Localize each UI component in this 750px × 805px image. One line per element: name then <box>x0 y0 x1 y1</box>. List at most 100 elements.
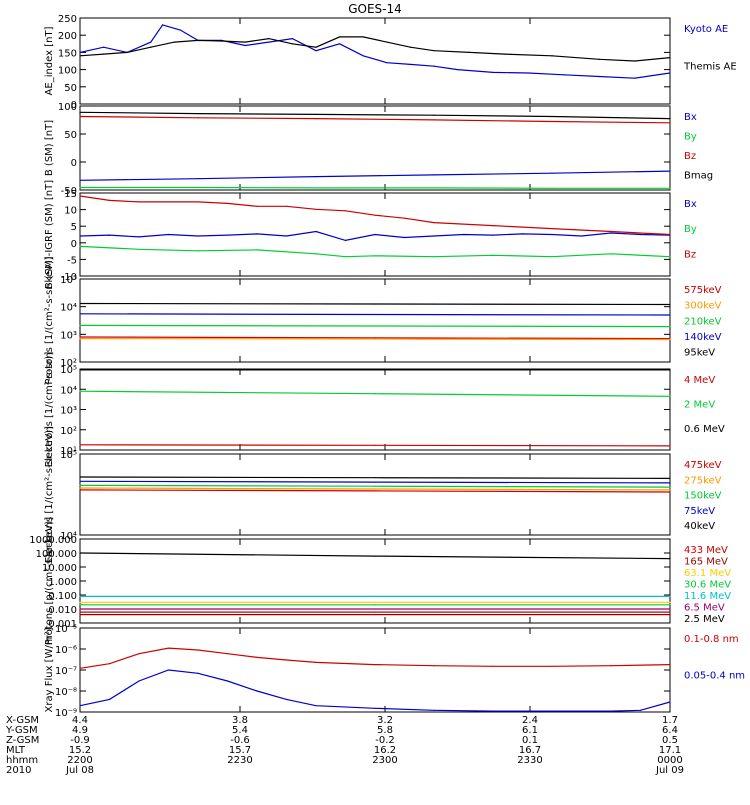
data-point <box>103 46 105 48</box>
data-point <box>315 661 317 664</box>
data-point <box>374 490 376 492</box>
data-point <box>126 51 128 54</box>
data-point <box>468 51 470 54</box>
data-point <box>669 326 671 328</box>
data-point <box>669 118 671 120</box>
ephemeris-row-label: 2010 <box>6 765 31 776</box>
data-point <box>315 46 317 48</box>
data-point <box>492 71 494 73</box>
panel-7: 0.001 0.010 0.100 1.000 10.000 100.000 1000.00… <box>29 517 731 645</box>
legend-entry: 140keV <box>684 332 722 343</box>
y-tick-label: 0 <box>71 158 77 169</box>
data-point <box>108 199 111 202</box>
data-point <box>138 653 140 655</box>
data-point <box>462 233 465 236</box>
data-point <box>551 172 553 174</box>
panel-frame <box>79 278 671 363</box>
ephemeris-value: 5.8 <box>377 725 393 736</box>
data-point <box>339 43 341 45</box>
data-point <box>669 701 671 703</box>
data-point <box>344 256 347 258</box>
legend-entry: 575keV <box>684 285 722 296</box>
ephemeris-value: 0.1 <box>522 735 538 746</box>
y-tick-label: 10¹ <box>60 446 77 457</box>
y-tick-label: 0 <box>71 239 77 250</box>
legend-entry: 75keV <box>684 506 715 517</box>
y-tick-label: 0.100 <box>48 591 77 602</box>
data-point <box>521 233 524 235</box>
y-tick-label: 200 <box>58 31 77 42</box>
data-point <box>492 254 494 256</box>
data-point <box>433 709 435 711</box>
ephemeris-value: Jul 08 <box>65 765 94 776</box>
data-point <box>167 669 170 671</box>
y-tick-label: 150 <box>58 48 77 59</box>
data-point <box>551 256 553 258</box>
data-point <box>551 227 553 230</box>
data-point <box>433 65 435 67</box>
data-point <box>374 303 376 305</box>
legend-entry: Kyoto AE <box>684 24 728 35</box>
data-point <box>669 122 671 124</box>
y-tick-label: 10³ <box>60 330 77 341</box>
data-point <box>504 53 506 55</box>
data-point <box>108 234 111 236</box>
panel-frame <box>79 538 671 624</box>
data-point <box>79 369 81 371</box>
ephemeris-value: 4.9 <box>72 725 88 736</box>
panel-frame <box>79 17 671 105</box>
data-point <box>669 338 671 341</box>
data-point <box>256 249 258 251</box>
data-point <box>433 665 435 667</box>
y-axis-label: Electrons [1/(cm²-s-sr)] <box>44 352 55 468</box>
data-point <box>669 314 671 316</box>
y-axis-label: B (SM)-IGRF (SM) [nT] <box>44 180 55 289</box>
data-point <box>374 214 376 216</box>
data-point <box>433 119 435 121</box>
data-point <box>79 595 81 597</box>
ephemeris-value: 16.7 <box>519 745 541 756</box>
data-point <box>433 235 435 237</box>
data-point <box>374 313 376 316</box>
ephemeris-value: Jul 09 <box>655 765 684 776</box>
data-point <box>639 233 642 236</box>
legend-entry: 95keV <box>684 348 715 359</box>
ephemeris-value: 3.8 <box>232 715 248 726</box>
ephemeris-value: 15.7 <box>229 745 251 756</box>
data-point <box>226 234 229 236</box>
series-line-3 <box>79 195 671 236</box>
legend-entry: 150keV <box>684 491 722 502</box>
data-point <box>403 236 406 239</box>
data-point <box>285 235 288 237</box>
ephemeris-row-label: MLT <box>6 745 26 756</box>
data-point <box>551 187 553 189</box>
ephemeris-value: 0000 <box>657 755 682 766</box>
ephemeris-value: 0.5 <box>662 735 678 746</box>
data-point <box>374 707 376 709</box>
data-point <box>285 205 288 207</box>
data-point <box>79 336 81 338</box>
data-point <box>291 43 293 45</box>
data-point <box>79 195 81 197</box>
data-point <box>669 601 671 603</box>
data-point <box>669 56 671 59</box>
data-point <box>374 233 376 236</box>
ephemeris-row-label: Z-GSM <box>6 735 39 746</box>
y-tick-label: 10⁵ <box>60 275 77 286</box>
ephemeris-value: -0.2 <box>375 735 395 746</box>
data-point <box>386 62 388 64</box>
data-point <box>669 491 671 493</box>
data-point <box>268 38 270 40</box>
data-point <box>315 230 317 233</box>
data-point <box>108 663 111 665</box>
data-point <box>610 710 612 712</box>
y-tick-label: 10⁵ <box>60 365 77 376</box>
panel-frame <box>79 453 671 536</box>
panel-6: 10⁴ 10⁵ Electrons [1/(cm²-s-sr-keV)] 475keV… <box>44 426 722 563</box>
data-point <box>256 690 258 692</box>
data-point <box>527 72 530 74</box>
data-point <box>374 369 376 371</box>
data-point <box>669 489 671 491</box>
